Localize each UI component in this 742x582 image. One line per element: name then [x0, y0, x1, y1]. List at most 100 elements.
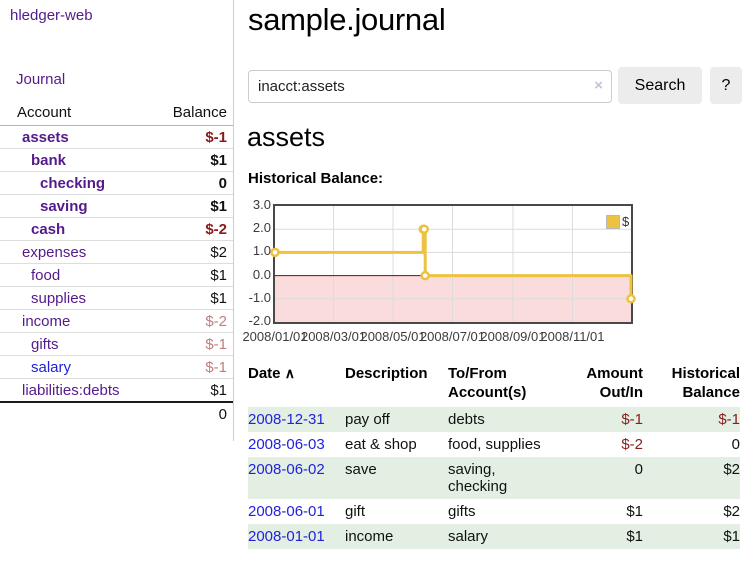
x-axis-tick-label: 2008/11/01: [540, 329, 605, 344]
chart-plot-area: [270, 204, 636, 324]
account-name-cell: bank: [0, 148, 155, 172]
account-balance: $1: [154, 378, 233, 403]
transaction-date-link[interactable]: 2008-06-02: [248, 461, 325, 478]
account-link[interactable]: supplies: [31, 290, 87, 307]
accounts-table-body: assets $-1 bank $1 checking 0 saving $1 cash $-2 e…: [0, 125, 233, 403]
account-link[interactable]: food: [31, 267, 61, 284]
account-row: assets $-1: [0, 125, 233, 149]
transaction-accounts: salary: [448, 524, 560, 549]
historical-balance-chart: $ 3.0 2.0 1.0 0.0 -1.0 -2.0 2008/01/01 2008/03/…: [240, 197, 642, 348]
register-column-header: Amount Out/In: [586, 365, 643, 401]
legend-swatch-icon: [606, 214, 620, 229]
transaction-date-link[interactable]: 2008-01-01: [248, 528, 325, 545]
account-row: supplies $1: [0, 286, 233, 310]
account-balance: $-1: [154, 125, 233, 149]
search-input[interactable]: [248, 70, 612, 103]
data-point: [626, 294, 636, 304]
account-row: cash $-2: [0, 217, 233, 241]
account-row: saving $1: [0, 194, 233, 218]
account-link[interactable]: checking: [40, 175, 106, 192]
legend-label: $: [622, 214, 630, 229]
account-link[interactable]: expenses: [22, 244, 87, 261]
account-name-cell: food: [0, 263, 155, 287]
account-name-cell: assets: [0, 125, 155, 149]
register-column-header: Historical Balance: [671, 365, 740, 401]
transaction-balance: $-1: [643, 407, 740, 432]
account-heading: assets: [247, 122, 326, 152]
register-table: Date ∧ Description To/From Account(s) Amoun…: [248, 362, 740, 549]
account-balance: $1: [154, 194, 233, 218]
transaction-date-cell: 2008-12-31: [248, 407, 345, 432]
account-name-cell: saving: [0, 194, 155, 218]
account-name-cell: checking: [0, 171, 155, 195]
account-link[interactable]: saving: [40, 198, 88, 215]
transaction-amount: $1: [560, 524, 643, 549]
account-row: food $1: [0, 263, 233, 287]
transaction-balance: $2: [643, 457, 740, 499]
transaction-date-link[interactable]: 2008-06-01: [248, 503, 325, 520]
x-axis-tick-label: 2008/03/01: [300, 329, 367, 344]
transaction-accounts: food, supplies: [448, 436, 541, 453]
transaction-date-link[interactable]: 2008-06-03: [248, 436, 325, 453]
balance-column-header: Balance: [154, 101, 233, 126]
account-row: gifts $-1: [0, 332, 233, 356]
clear-search-icon[interactable]: ×: [594, 77, 603, 94]
register-table-header: Date ∧ Description To/From Account(s) Amoun…: [248, 362, 740, 407]
sidebar-item-journal[interactable]: Journal: [16, 71, 66, 88]
transaction-amount: 0: [560, 457, 643, 499]
account-balance: $1: [154, 263, 233, 287]
account-name-cell: salary: [0, 355, 155, 379]
account-name-cell: liabilities:debts: [0, 378, 155, 403]
account-balance: 0: [154, 171, 233, 195]
account-name-cell: gifts: [0, 332, 155, 356]
transaction-description: income: [345, 524, 448, 549]
account-link[interactable]: assets: [22, 129, 69, 146]
account-link[interactable]: salary: [31, 359, 72, 376]
help-button[interactable]: ?: [710, 67, 742, 104]
search-button[interactable]: Search: [618, 67, 702, 104]
transaction-date-cell: 2008-06-03: [248, 432, 345, 457]
account-link[interactable]: cash: [31, 221, 66, 238]
account-link[interactable]: income: [22, 313, 71, 330]
transaction-accounts: saving, checking: [448, 457, 560, 499]
account-name-cell: expenses: [0, 240, 155, 264]
account-balance: $1: [154, 286, 233, 310]
account-balance: $-2: [154, 217, 233, 241]
accounts-table: Account Balance assets $-1 bank $1 checking 0…: [0, 101, 233, 425]
transaction-row: 2008-06-03 eat & shop food, supplies $-2 0: [248, 432, 740, 457]
account-link[interactable]: liabilities:debts: [22, 382, 120, 399]
y-axis-tick-label: 2.0: [252, 220, 271, 236]
transaction-date-link[interactable]: 2008-12-31: [248, 411, 325, 428]
chart-title: Historical Balance:: [248, 170, 384, 187]
transaction-row: 2008-06-01 gift gifts $1 $2: [248, 499, 740, 524]
y-axis-tick-label: 1.0: [252, 243, 271, 259]
page-title: sample.journal: [248, 2, 446, 37]
account-balance: $-2: [154, 309, 233, 333]
register-column-header: Description: [345, 365, 428, 382]
x-axis-tick-label: 2008/01/01: [242, 329, 308, 344]
account-row: checking 0: [0, 171, 233, 195]
account-link[interactable]: gifts: [31, 336, 59, 353]
transaction-date-cell: 2008-01-01: [248, 524, 345, 549]
account-balance: $2: [154, 240, 233, 264]
transaction-amount: $-1: [560, 407, 643, 432]
register-column-header[interactable]: Date ∧: [248, 365, 295, 382]
account-row: salary $-1: [0, 355, 233, 379]
accounts-table-header: Account Balance: [0, 101, 233, 126]
sort-ascending-icon: ∧: [284, 365, 295, 381]
accounts-total-row: 0: [0, 401, 233, 425]
brand-link[interactable]: hledger-web: [10, 7, 93, 24]
transaction-row: 2008-01-01 income salary $1 $1: [248, 524, 740, 549]
account-balance: $1: [154, 148, 233, 172]
accounts-total-value: 0: [154, 401, 233, 425]
transaction-date-cell: 2008-06-02: [248, 457, 345, 499]
data-point: [270, 247, 280, 258]
transaction-description: pay off: [345, 407, 448, 432]
account-row: liabilities:debts $1: [0, 378, 233, 403]
account-link[interactable]: bank: [31, 152, 67, 169]
account-row: bank $1: [0, 148, 233, 172]
transaction-description: save: [345, 457, 448, 499]
transaction-balance: 0: [731, 436, 740, 453]
account-balance: $-1: [154, 332, 233, 356]
